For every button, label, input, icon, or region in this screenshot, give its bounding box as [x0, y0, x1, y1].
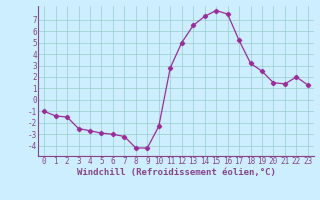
X-axis label: Windchill (Refroidissement éolien,°C): Windchill (Refroidissement éolien,°C)	[76, 168, 276, 177]
